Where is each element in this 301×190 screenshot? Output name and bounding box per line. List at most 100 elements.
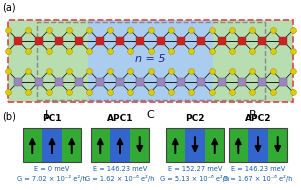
Point — [46, 28, 51, 31]
Bar — [8, 20, 88, 102]
Bar — [91, 128, 110, 162]
Bar — [185, 128, 206, 162]
Point — [270, 70, 275, 73]
Point — [189, 91, 194, 94]
Point — [6, 91, 11, 94]
Point — [189, 50, 194, 53]
Point — [290, 91, 295, 94]
Text: PC2: PC2 — [185, 114, 205, 123]
Bar — [229, 128, 247, 162]
Point — [46, 70, 51, 73]
Point — [26, 70, 31, 73]
Point — [250, 70, 255, 73]
Point — [77, 39, 82, 42]
Text: E = 152.27 meV: E = 152.27 meV — [168, 166, 222, 172]
Point — [67, 28, 71, 31]
Bar — [62, 128, 81, 162]
Point — [87, 28, 92, 31]
Point — [281, 80, 285, 83]
Point — [67, 91, 71, 94]
Text: G = 5.13 × 10⁻⁶ e²/h: G = 5.13 × 10⁻⁶ e²/h — [160, 175, 230, 182]
Point — [87, 91, 92, 94]
Point — [209, 70, 214, 73]
Point — [77, 80, 82, 83]
Text: E = 146.23 meV: E = 146.23 meV — [231, 166, 285, 172]
Bar — [91, 128, 149, 162]
Bar — [36, 22, 265, 100]
Point — [87, 50, 92, 53]
Bar — [247, 128, 268, 162]
Point — [230, 50, 234, 53]
Bar — [8, 20, 293, 102]
Point — [230, 91, 234, 94]
Text: L: L — [45, 110, 51, 120]
Point — [148, 28, 153, 31]
Point — [178, 39, 183, 42]
Point — [281, 39, 285, 42]
Point — [57, 39, 61, 42]
Text: APC2: APC2 — [245, 114, 271, 123]
Text: E = 0 meV: E = 0 meV — [34, 166, 70, 172]
Point — [6, 50, 11, 53]
Bar — [130, 128, 149, 162]
Point — [107, 50, 112, 53]
Point — [6, 70, 11, 73]
Point — [97, 39, 102, 42]
Point — [128, 28, 132, 31]
Text: C: C — [147, 110, 154, 120]
Point — [169, 50, 173, 53]
Point — [230, 70, 234, 73]
Point — [219, 39, 224, 42]
Point — [189, 70, 194, 73]
Bar — [42, 128, 62, 162]
Bar — [88, 20, 213, 102]
Bar — [110, 128, 130, 162]
Point — [219, 80, 224, 83]
Text: G = 1.67 × 10⁻⁶ e²/h: G = 1.67 × 10⁻⁶ e²/h — [223, 175, 293, 182]
Point — [199, 39, 204, 42]
Point — [260, 39, 265, 42]
Point — [290, 70, 295, 73]
Bar — [23, 128, 42, 162]
Text: (a): (a) — [2, 2, 16, 12]
Point — [6, 28, 11, 31]
Point — [67, 50, 71, 53]
Text: APC1: APC1 — [107, 114, 133, 123]
Point — [57, 80, 61, 83]
Point — [138, 39, 143, 42]
Point — [16, 80, 20, 83]
Point — [148, 50, 153, 53]
Point — [178, 80, 183, 83]
Text: (b): (b) — [2, 111, 16, 121]
Bar — [166, 128, 224, 162]
Point — [118, 39, 123, 42]
Point — [240, 39, 244, 42]
Point — [158, 39, 163, 42]
Point — [36, 39, 41, 42]
Point — [128, 91, 132, 94]
Point — [67, 70, 71, 73]
Text: G = 7.02 × 10⁻² e²/h: G = 7.02 × 10⁻² e²/h — [17, 175, 87, 182]
Bar — [268, 128, 287, 162]
Point — [250, 28, 255, 31]
Point — [169, 91, 173, 94]
Point — [250, 50, 255, 53]
Point — [148, 91, 153, 94]
Point — [209, 91, 214, 94]
Point — [199, 80, 204, 83]
Point — [46, 91, 51, 94]
Point — [46, 50, 51, 53]
Text: n = 5: n = 5 — [135, 55, 166, 64]
Point — [270, 28, 275, 31]
Point — [26, 28, 31, 31]
Point — [169, 70, 173, 73]
Point — [128, 50, 132, 53]
Point — [158, 80, 163, 83]
Point — [209, 28, 214, 31]
Point — [240, 80, 244, 83]
Point — [128, 70, 132, 73]
Text: G = 1.62 × 10⁻⁶ e²/h: G = 1.62 × 10⁻⁶ e²/h — [85, 175, 155, 182]
Point — [26, 91, 31, 94]
Text: E = 146.23 meV: E = 146.23 meV — [93, 166, 147, 172]
Point — [270, 91, 275, 94]
